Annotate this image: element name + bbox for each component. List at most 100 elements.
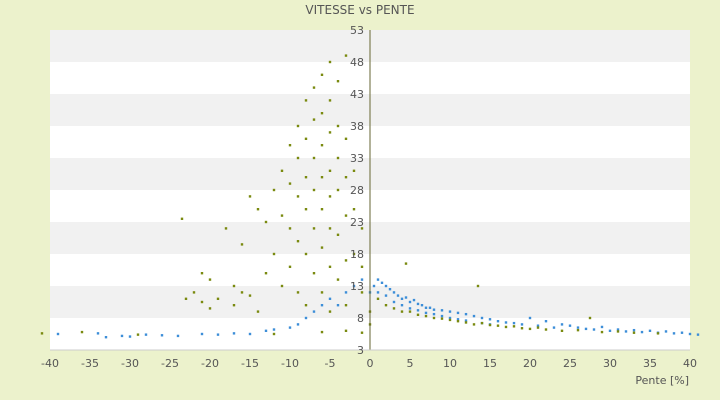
data-point — [496, 320, 500, 323]
data-point — [656, 332, 660, 335]
x-tick-label: -5 — [325, 357, 336, 370]
data-point — [304, 252, 308, 256]
data-point — [440, 317, 444, 320]
data-point — [296, 156, 300, 160]
data-point — [552, 326, 556, 329]
data-point — [328, 227, 332, 230]
data-point — [576, 326, 580, 329]
x-tick-label: 35 — [643, 357, 657, 370]
data-point — [360, 331, 364, 334]
data-point — [400, 297, 404, 300]
x-tick-label: 20 — [523, 357, 537, 370]
data-point — [328, 310, 332, 313]
data-point — [416, 313, 420, 316]
data-point — [320, 304, 324, 307]
data-point — [344, 137, 348, 140]
data-point — [352, 252, 356, 256]
data-point — [304, 99, 308, 102]
x-tick-label: 40 — [683, 357, 697, 370]
data-point — [632, 328, 636, 332]
data-point — [336, 156, 340, 160]
data-point — [328, 99, 332, 102]
data-point — [536, 324, 540, 327]
data-point — [280, 169, 284, 172]
data-point — [380, 281, 384, 284]
data-point — [136, 333, 140, 336]
data-point — [104, 336, 108, 339]
data-point — [624, 330, 628, 333]
data-point — [480, 321, 484, 325]
x-axis-title: Pente [%] — [635, 374, 689, 387]
data-point — [392, 300, 396, 304]
data-point — [272, 252, 276, 256]
data-point — [672, 332, 676, 335]
data-point — [648, 329, 652, 332]
scatter-points — [40, 54, 700, 339]
data-point — [520, 323, 524, 326]
data-point — [400, 304, 404, 307]
data-point — [488, 318, 492, 321]
data-point — [296, 323, 300, 326]
data-point — [328, 169, 332, 172]
data-point — [192, 291, 196, 294]
data-point — [240, 291, 244, 294]
data-point — [176, 334, 180, 338]
data-point — [344, 329, 348, 332]
data-point — [360, 265, 364, 268]
x-tick-label: -10 — [281, 357, 299, 370]
data-point — [288, 144, 292, 147]
data-point — [320, 330, 324, 334]
data-point — [200, 300, 204, 304]
data-point — [288, 326, 292, 329]
data-point — [560, 323, 564, 326]
data-point — [616, 328, 620, 331]
data-point — [472, 314, 476, 318]
data-point — [568, 324, 572, 327]
x-tick-label: -30 — [121, 357, 139, 370]
data-point — [312, 156, 316, 160]
data-point — [312, 227, 316, 230]
data-point — [432, 308, 436, 311]
data-point — [80, 330, 84, 334]
data-point — [352, 208, 356, 211]
zero-axes — [50, 30, 690, 351]
data-point — [528, 327, 532, 331]
data-point — [312, 86, 316, 89]
data-point — [584, 327, 588, 331]
data-point — [416, 302, 420, 306]
data-point — [392, 307, 396, 310]
data-point — [320, 208, 324, 211]
data-point — [336, 278, 340, 281]
data-point — [520, 327, 524, 330]
data-point — [600, 330, 604, 334]
data-point — [440, 309, 444, 312]
data-point — [304, 304, 308, 307]
data-point — [428, 306, 432, 309]
data-point — [328, 60, 332, 64]
data-point — [464, 312, 468, 316]
data-point — [272, 332, 276, 336]
y-tick-label: 18 — [350, 248, 364, 261]
data-point — [328, 265, 332, 268]
data-point — [592, 328, 596, 331]
data-point — [632, 331, 636, 334]
data-point — [320, 73, 324, 76]
data-point — [476, 284, 480, 288]
data-point — [424, 314, 428, 318]
data-point — [448, 318, 452, 322]
data-point — [384, 304, 388, 307]
data-point — [560, 329, 564, 332]
data-point — [320, 291, 324, 294]
y-tick-label: 43 — [350, 88, 364, 101]
y-tick-label: 8 — [357, 312, 364, 325]
data-point — [528, 316, 532, 320]
data-point — [420, 304, 424, 307]
data-point — [456, 311, 460, 315]
data-point — [456, 318, 460, 321]
data-point — [412, 298, 416, 302]
data-point — [360, 227, 364, 230]
y-tick-label: 28 — [350, 184, 364, 197]
data-point — [440, 314, 444, 318]
data-point — [404, 296, 408, 299]
data-point — [264, 220, 268, 224]
